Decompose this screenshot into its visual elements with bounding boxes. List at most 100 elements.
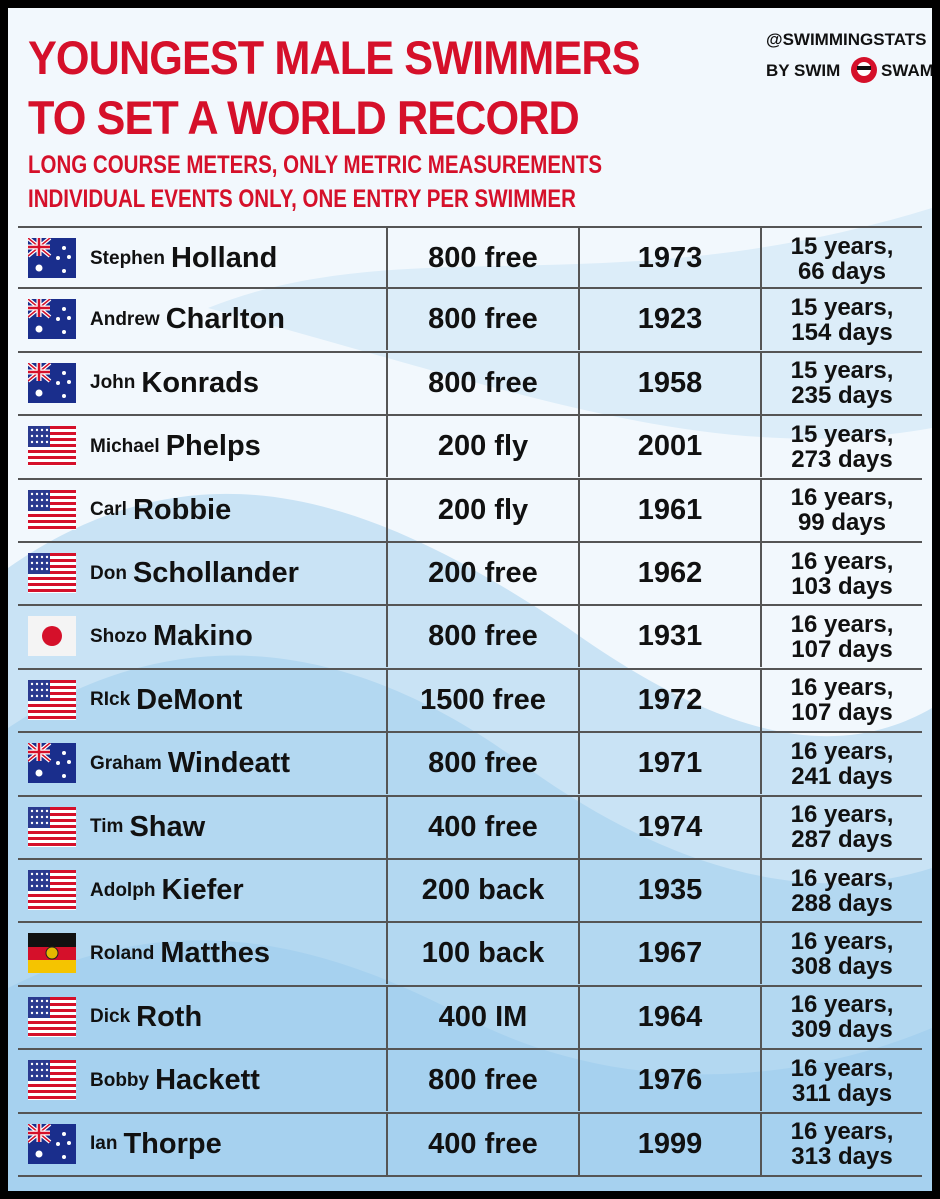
first-name: Roland xyxy=(90,942,155,964)
column-divider xyxy=(578,669,580,731)
event: 100 back xyxy=(421,937,545,970)
first-name: Adolph xyxy=(90,879,156,901)
age-years: 15 years, xyxy=(790,293,894,321)
event: 800 free xyxy=(428,366,538,399)
column-divider xyxy=(578,416,580,478)
event: 800 free xyxy=(428,303,538,336)
column-divider xyxy=(578,1113,580,1175)
year: 1958 xyxy=(637,366,703,399)
title-line: YOUNGEST MALE SWIMMERS xyxy=(28,31,640,84)
column-divider xyxy=(386,228,388,289)
column-divider xyxy=(760,289,762,351)
age: 15 years, 235 days xyxy=(762,353,922,414)
last-name: Konrads xyxy=(141,366,260,399)
column-divider xyxy=(578,860,580,921)
country-flag xyxy=(28,996,76,1037)
age-years: 15 years, xyxy=(790,232,894,260)
year: 1931 xyxy=(637,620,703,653)
age-years: 16 years, xyxy=(790,1118,894,1146)
year: 1935 xyxy=(637,874,703,906)
subtitle-line: INDIVIDUAL EVENTS ONLY, ONE ENTRY PER SW… xyxy=(28,185,576,213)
event: 200 back xyxy=(421,874,545,906)
column-divider xyxy=(760,733,762,795)
event: 200 fly xyxy=(437,430,529,463)
table-row: Roland Matthes 100 back 1967 16 years, 308 da… xyxy=(18,923,922,987)
column-divider xyxy=(760,1050,762,1112)
age: 16 years, 313 days xyxy=(762,1114,922,1175)
country-flag xyxy=(28,870,76,910)
year: 1974 xyxy=(637,810,703,843)
column-divider xyxy=(386,606,388,668)
brand-by: BY SWIM xyxy=(766,61,841,80)
age-years: 16 years, xyxy=(790,927,894,955)
age: 16 years, 288 days xyxy=(762,860,922,921)
age: 16 years, 107 days xyxy=(762,606,922,667)
swimmer-name: Dick Roth xyxy=(90,987,202,1048)
column-divider xyxy=(386,416,388,478)
age-years: 16 years, xyxy=(790,991,894,1019)
first-name: John xyxy=(90,372,136,394)
event: 800 free xyxy=(428,620,538,653)
column-divider xyxy=(760,669,762,731)
age: 16 years, 103 days xyxy=(762,543,922,604)
column-divider xyxy=(760,860,762,921)
column-divider xyxy=(578,796,580,858)
last-name: Windeatt xyxy=(167,747,290,780)
age-years: 15 years, xyxy=(790,420,894,448)
year: 1962 xyxy=(637,557,703,589)
age: 16 years, 99 days xyxy=(762,480,922,541)
country-flag xyxy=(28,806,76,847)
age-years: 15 years, xyxy=(790,357,894,385)
first-name: Bobby xyxy=(90,1069,150,1091)
first-name: Graham xyxy=(90,752,162,774)
event: 800 free xyxy=(428,747,538,780)
last-name: Shaw xyxy=(129,810,206,843)
table-row: Graham Windeatt 800 free 1971 16 years, 241 d… xyxy=(18,733,922,797)
brand-logo xyxy=(851,57,877,83)
table-row: Shozo Makino 800 free 1931 16 years, 107 days xyxy=(18,606,922,670)
event: 400 free xyxy=(428,1127,538,1160)
column-divider xyxy=(578,923,580,985)
year: 1976 xyxy=(637,1064,703,1097)
column-divider xyxy=(386,289,388,351)
first-name: Andrew xyxy=(90,308,160,330)
country-flag xyxy=(28,1123,76,1164)
year: 1964 xyxy=(637,1000,703,1033)
country-flag xyxy=(28,616,76,657)
event: 400 free xyxy=(428,810,538,843)
first-name: Tim xyxy=(90,816,124,838)
age-days: 308 days xyxy=(791,952,893,980)
swimmer-name: John Konrads xyxy=(90,353,259,414)
age-days: 235 days xyxy=(791,382,893,410)
year: 1967 xyxy=(637,937,703,970)
country-flag xyxy=(28,679,76,720)
last-name: Holland xyxy=(170,242,278,274)
country-flag xyxy=(28,1060,76,1101)
age-years: 16 years, xyxy=(790,1054,894,1082)
swimmer-name: Andrew Charlton xyxy=(90,289,285,350)
year: 1973 xyxy=(637,242,703,274)
table-row: Tim Shaw 400 free 1974 16 years, 287 days xyxy=(18,796,922,860)
column-divider xyxy=(760,986,762,1048)
age-years: 16 years, xyxy=(790,674,894,702)
age-days: 287 days xyxy=(791,826,893,854)
last-name: Phelps xyxy=(165,430,261,463)
age-years: 16 years, xyxy=(790,737,894,765)
age-days: 103 days xyxy=(791,572,893,600)
age: 16 years, 308 days xyxy=(762,923,922,984)
brand-swam: SWAM xyxy=(881,61,934,80)
year: 1972 xyxy=(637,683,703,716)
column-divider xyxy=(386,860,388,921)
swimmer-name: Adolph Kiefer xyxy=(90,860,244,921)
year: 2001 xyxy=(637,430,703,463)
last-name: Schollander xyxy=(132,557,299,589)
country-flag xyxy=(28,362,76,403)
column-divider xyxy=(760,352,762,414)
first-name: Ian xyxy=(90,1133,118,1155)
age-days: 154 days xyxy=(791,318,893,346)
age: 16 years, 309 days xyxy=(762,987,922,1048)
age-days: 99 days xyxy=(797,509,887,537)
event: 400 IM xyxy=(438,1000,528,1033)
first-name: Don xyxy=(90,562,127,584)
column-divider xyxy=(760,923,762,985)
